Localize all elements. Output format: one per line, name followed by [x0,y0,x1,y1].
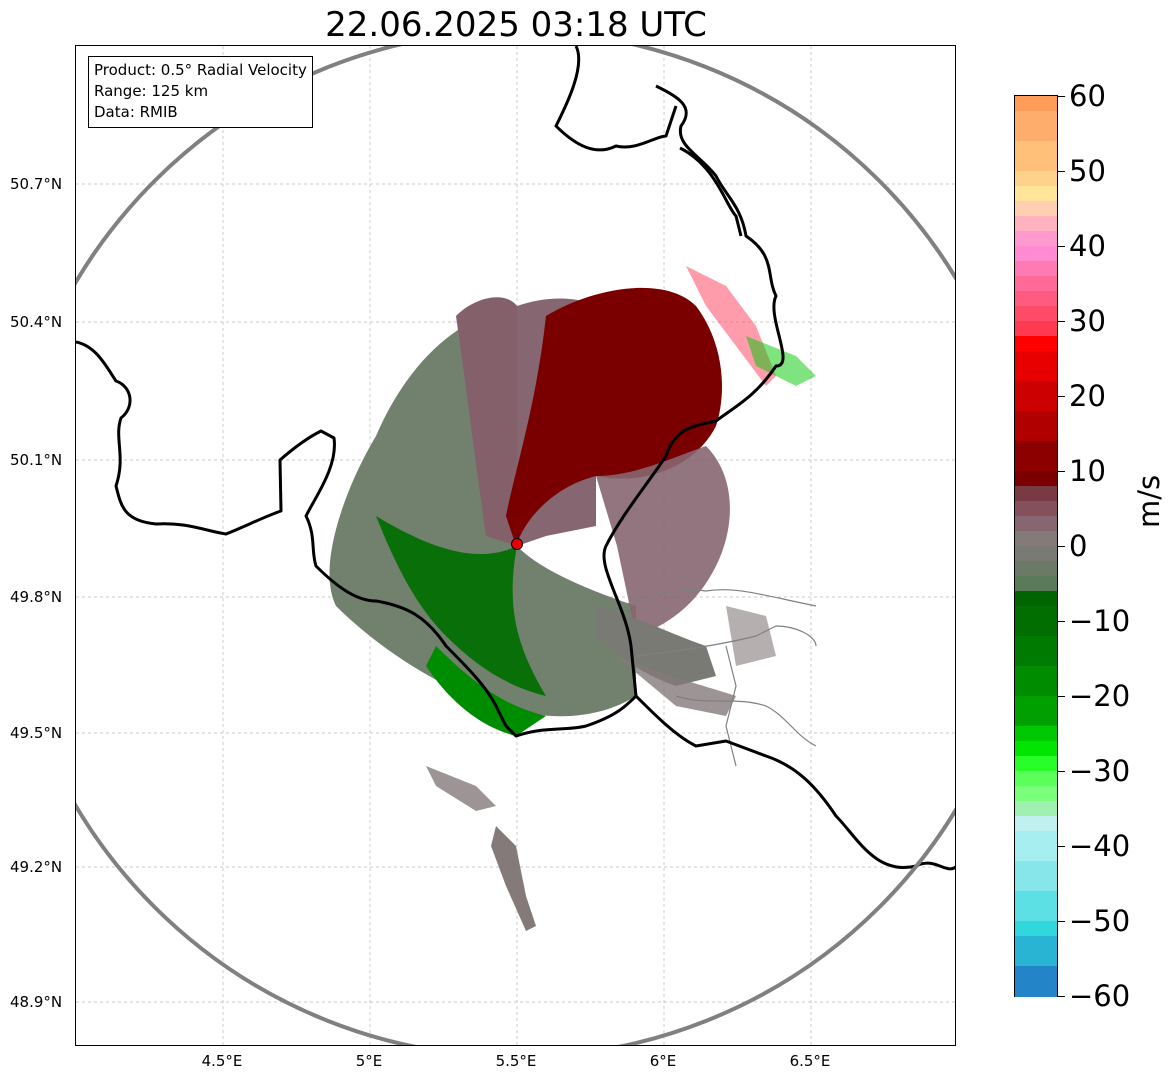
radar-map[interactable] [75,45,956,1046]
colorbar-segment [1015,276,1057,292]
colorbar-tick-label: −50 [1069,904,1131,938]
colorbar-segment [1015,531,1057,547]
colorbar-segment [1015,381,1057,412]
colorbar-segment [1015,546,1057,562]
colorbar-segment [1015,336,1057,352]
colorbar-tick-mark [1058,770,1065,772]
colorbar-segment [1015,786,1057,802]
lon-label: 4.5°E [201,1052,243,1070]
colorbar-tick-mark [1058,470,1065,472]
colorbar-tick-label: 50 [1069,154,1106,188]
map-title: 22.06.2025 03:18 UTC [325,5,707,45]
colorbar-tick-label: −20 [1069,679,1131,713]
velocity-colorbar [1014,95,1058,997]
colorbar-segment [1015,441,1057,472]
range-info-line: Range: 125 km [94,82,209,100]
colorbar-tick-label: −10 [1069,604,1131,638]
colorbar-segment [1015,636,1057,667]
colorbar-segment [1015,201,1057,217]
colorbar-segment [1015,171,1057,187]
colorbar-tick-mark [1058,545,1065,547]
lon-label: 5°E [355,1052,383,1070]
product-info-line: Product: 0.5° Radial Velocity [94,61,307,79]
colorbar-tick-mark [1058,995,1065,997]
colorbar-tick-label: 60 [1069,79,1106,113]
colorbar-tick-mark [1058,395,1065,397]
lat-label: 50.1°N [10,451,63,469]
colorbar-segment [1015,816,1057,832]
lat-label: 48.9°N [10,993,63,1011]
product-info-box: Product: 0.5° Radial Velocity Range: 125… [88,56,313,128]
colorbar-segment [1015,471,1057,487]
colorbar-segment [1015,186,1057,202]
colorbar-tick-label: −40 [1069,829,1131,863]
lat-label: 50.7°N [10,175,63,193]
colorbar-segment [1015,741,1057,757]
colorbar-segment [1015,411,1057,442]
data-source-info-line: Data: RMIB [94,103,178,121]
colorbar-tick-mark [1058,620,1065,622]
colorbar-tick-label: 10 [1069,454,1106,488]
colorbar-segment [1015,141,1057,172]
colorbar-tick-label: 20 [1069,379,1106,413]
colorbar-segment [1015,216,1057,232]
colorbar-tick-mark [1058,95,1065,97]
colorbar-segment [1015,231,1057,247]
lon-label: 6.5°E [789,1052,831,1070]
colorbar-segment [1015,96,1057,112]
radar-site-marker[interactable] [511,538,523,550]
colorbar-segment [1015,561,1057,577]
colorbar-tick-mark [1058,845,1065,847]
radar-echoes [329,266,816,931]
colorbar-segment [1015,306,1057,322]
colorbar-segment [1015,936,1057,967]
colorbar-segment [1015,726,1057,742]
colorbar-tick-mark [1058,920,1065,922]
colorbar-tick-mark [1058,695,1065,697]
colorbar-tick-label: 40 [1069,229,1106,263]
colorbar-segment [1015,891,1057,922]
colorbar-segment [1015,246,1057,262]
colorbar-tick-label: 30 [1069,304,1106,338]
colorbar-segment [1015,486,1057,502]
radar-map-canvas [76,46,955,1045]
colorbar-segment [1015,321,1057,337]
lat-label: 49.8°N [10,588,63,606]
lat-label: 49.2°N [10,858,63,876]
colorbar-tick-label: −30 [1069,754,1131,788]
colorbar-tick-label: −60 [1069,979,1131,1013]
colorbar-segment [1015,291,1057,307]
colorbar-segment [1015,831,1057,862]
colorbar-segment [1015,756,1057,772]
colorbar-unit-label: m/s [1132,474,1166,528]
colorbar-tick-mark [1058,245,1065,247]
colorbar-segment [1015,351,1057,382]
colorbar-segment [1015,261,1057,277]
colorbar-segment [1015,111,1057,142]
colorbar-segment [1015,501,1057,517]
colorbar-segment [1015,666,1057,697]
colorbar-segment [1015,696,1057,727]
lon-label: 5.5°E [495,1052,537,1070]
colorbar-segment [1015,576,1057,592]
colorbar-segment [1015,606,1057,637]
lat-label: 50.4°N [10,313,63,331]
colorbar-segment [1015,966,1057,997]
colorbar-segment [1015,801,1057,817]
lat-label: 49.5°N [10,724,63,742]
colorbar-segment [1015,771,1057,787]
colorbar-segment [1015,516,1057,532]
colorbar-segment [1015,921,1057,937]
lon-label: 6°E [649,1052,677,1070]
country-borders [76,46,955,871]
colorbar-tick-mark [1058,170,1065,172]
colorbar-tick-mark [1058,320,1065,322]
colorbar-segment [1015,861,1057,892]
colorbar-segment [1015,591,1057,607]
region-boundaries [615,589,817,767]
colorbar-tick-label: 0 [1069,529,1088,563]
